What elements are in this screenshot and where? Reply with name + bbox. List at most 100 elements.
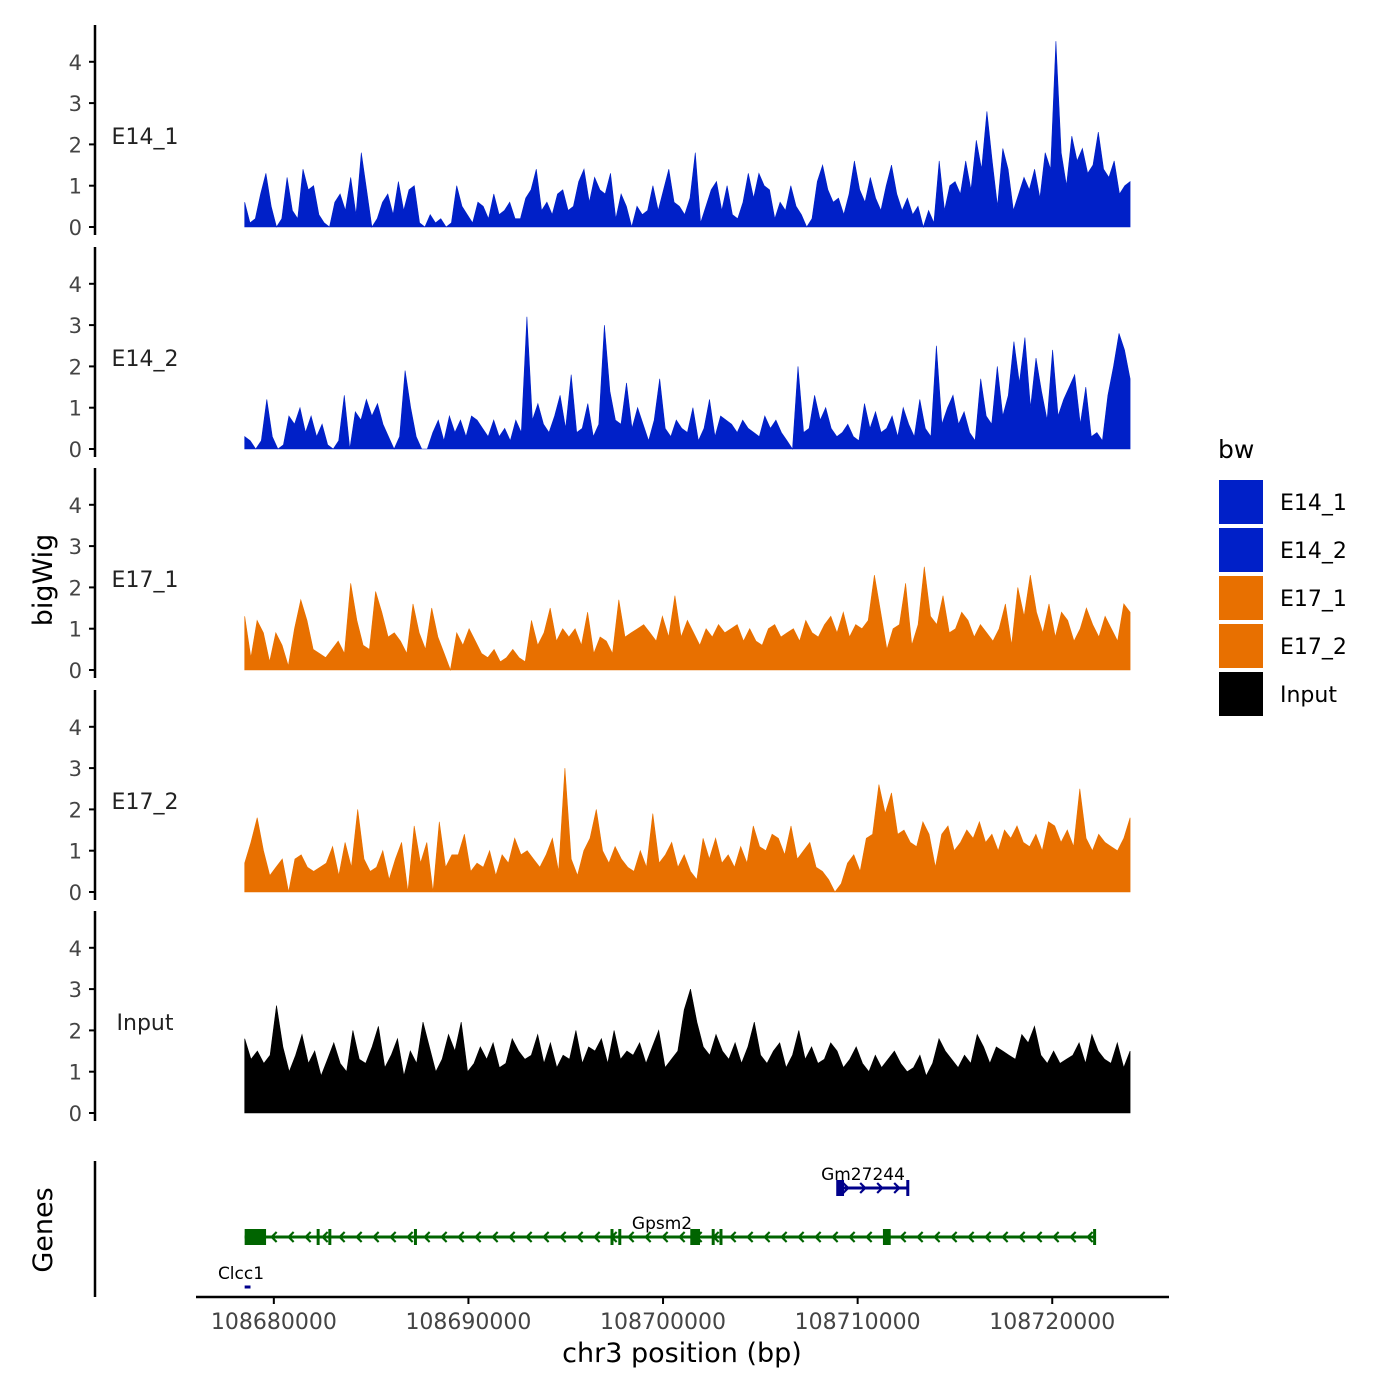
y-tick-label: 4 [69, 716, 82, 740]
signal-tracks: 0 1 2 3 4 E14_1 0 1 2 3 4 E14_2 0 1 2 3 4 E17_1 0 1 2 3 4 E17_2… [69, 25, 1131, 1126]
exon [1093, 1229, 1097, 1245]
strand-arrow [916, 1231, 924, 1243]
y-tick-label: 0 [69, 438, 82, 462]
strand-arrow [967, 1231, 975, 1243]
track-e17-2: 0 1 2 3 4 E17_2 [69, 690, 1131, 905]
strand-arrow [593, 1231, 601, 1243]
track-label: E14_1 [112, 125, 179, 150]
legend-key [1219, 624, 1263, 668]
strand-arrow [474, 1231, 482, 1243]
legend-label: E14_1 [1280, 491, 1347, 516]
exon [244, 1229, 267, 1245]
y-tick-label: 2 [69, 576, 82, 600]
strand-arrow [321, 1231, 329, 1243]
strand-arrow [389, 1231, 397, 1243]
y-axis-title: bigWig [28, 534, 59, 627]
y-tick-label: 1 [69, 840, 82, 864]
strand-arrow [406, 1231, 414, 1243]
x-tick-label: 108720000 [989, 1310, 1115, 1335]
strand-arrow [491, 1231, 499, 1243]
strand-arrow [763, 1231, 771, 1243]
exon [610, 1229, 614, 1245]
strand-arrow [1035, 1231, 1043, 1243]
strand-arrow [576, 1231, 584, 1243]
strand-arrow [842, 1182, 850, 1194]
legend-title: bw [1218, 435, 1254, 464]
strand-arrow [1069, 1231, 1077, 1243]
y-tick-label: 2 [69, 133, 82, 157]
gene-label: Gm27244 [821, 1165, 905, 1185]
strand-arrow [746, 1231, 754, 1243]
y-tick-label: 4 [69, 51, 82, 75]
strand-arrow [440, 1231, 448, 1243]
strand-arrow [1052, 1231, 1060, 1243]
gene-label: Clcc1 [218, 1264, 264, 1284]
x-tick-label: 108680000 [211, 1310, 337, 1335]
y-tick-label: 3 [69, 92, 82, 116]
strand-arrow [678, 1231, 686, 1243]
gene-gpsm2: Gpsm2 [244, 1214, 1097, 1245]
y-tick-label: 1 [69, 618, 82, 642]
exon [316, 1229, 320, 1245]
legend-label: E17_1 [1280, 587, 1347, 612]
track-label: E17_1 [112, 568, 179, 593]
strand-arrow [1018, 1231, 1026, 1243]
strand-arrow [661, 1231, 669, 1243]
strand-arrow [355, 1231, 363, 1243]
gene-gm27244: Gm27244 [821, 1165, 910, 1196]
signal-area [244, 989, 1131, 1114]
exon [836, 1180, 845, 1196]
strand-arrow [542, 1231, 550, 1243]
strand-arrow [933, 1231, 941, 1243]
y-tick-label: 0 [69, 659, 82, 683]
strand-arrow [950, 1231, 958, 1243]
strand-arrow [559, 1231, 567, 1243]
track-input: 0 1 2 3 4 Input [69, 911, 1131, 1126]
signal-area [244, 316, 1131, 450]
strand-arrow [893, 1182, 901, 1194]
strand-arrow [831, 1231, 839, 1243]
exon [906, 1180, 910, 1196]
legend-key [1219, 672, 1263, 716]
y-tick-label: 3 [69, 314, 82, 338]
legend-key [1219, 576, 1263, 620]
legend-label: E14_2 [1280, 539, 1347, 564]
x-tick-label: 108690000 [405, 1310, 531, 1335]
strand-arrow [899, 1231, 907, 1243]
strand-arrow [1001, 1231, 1009, 1243]
gene-label: Gpsm2 [632, 1214, 692, 1234]
y-tick-label: 3 [69, 757, 82, 781]
y-tick-label: 3 [69, 978, 82, 1002]
strand-arrow [372, 1231, 380, 1243]
track-e17-1: 0 1 2 3 4 E17_1 [69, 468, 1131, 683]
exon [618, 1229, 622, 1245]
exon [711, 1229, 715, 1245]
exon [413, 1229, 417, 1245]
legend-key [1219, 480, 1263, 524]
strand-arrow [859, 1182, 867, 1194]
exon [882, 1229, 891, 1245]
genes-axis-title: Genes [28, 1187, 59, 1272]
strand-arrow [457, 1231, 465, 1243]
signal-area [244, 41, 1131, 229]
strand-arrow [984, 1231, 992, 1243]
strand-arrow [644, 1231, 652, 1243]
strand-arrow [525, 1231, 533, 1243]
strand-arrow [865, 1231, 873, 1243]
track-label: Input [117, 1011, 174, 1036]
strand-arrow [508, 1231, 516, 1243]
strand-arrow [287, 1231, 295, 1243]
x-axis-title: chr3 position (bp) [562, 1338, 802, 1369]
strand-arrow [1086, 1231, 1094, 1243]
x-tick-label: 108710000 [795, 1310, 921, 1335]
y-tick-label: 1 [69, 1061, 82, 1085]
signal-area [244, 566, 1131, 672]
strand-arrow [797, 1231, 805, 1243]
signal-area [244, 768, 1131, 893]
strand-arrow [304, 1231, 312, 1243]
y-tick-label: 4 [69, 273, 82, 297]
y-tick-label: 1 [69, 397, 82, 421]
genes-panel: Gm27244 Gpsm2 Clcc1 [93, 1161, 1097, 1297]
